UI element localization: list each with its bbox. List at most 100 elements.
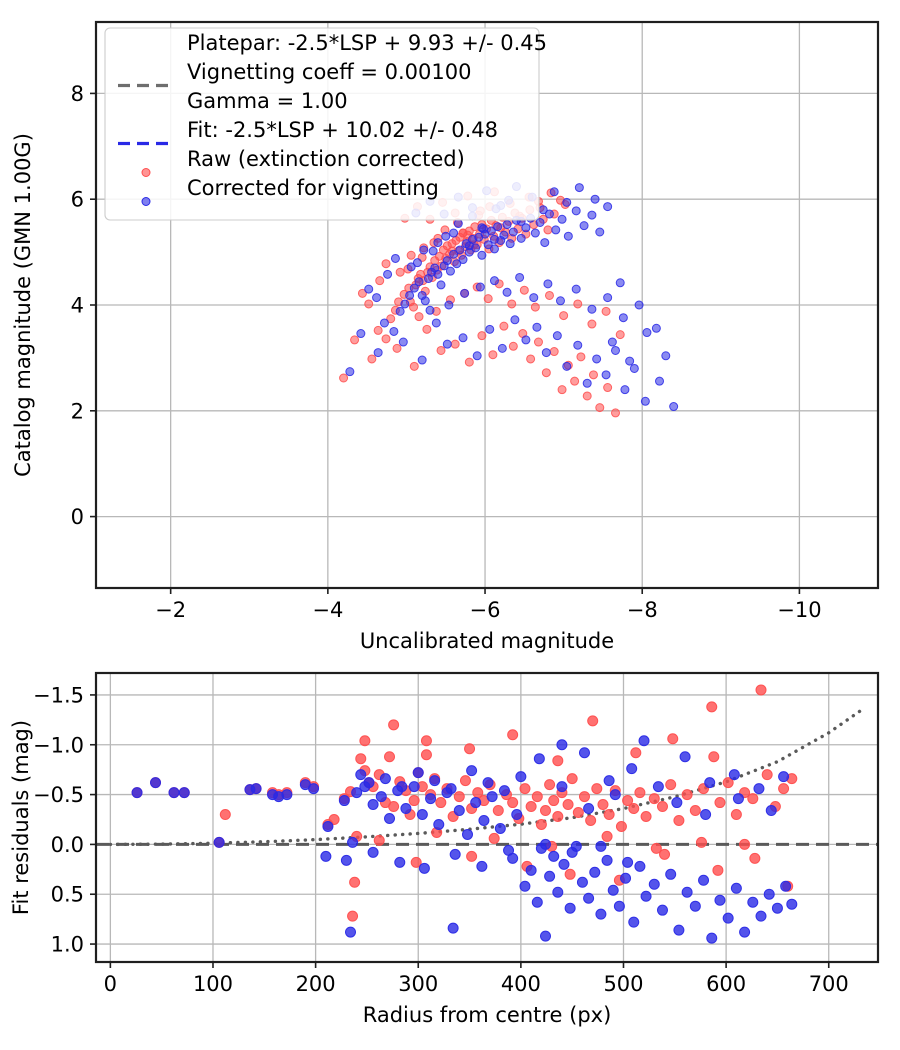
legend-entry-label: Corrected for vignetting <box>187 176 439 200</box>
data-point <box>507 729 519 741</box>
ytick-label: 1.0 <box>51 933 84 957</box>
data-point <box>381 334 391 344</box>
data-point <box>489 276 499 286</box>
data-point <box>706 932 718 944</box>
data-point <box>601 370 611 380</box>
data-point <box>458 333 468 343</box>
legend-entry-label: Platepar: -2.5*LSP + 9.93 +/- 0.45 <box>187 31 547 55</box>
data-point <box>695 836 707 848</box>
data-point <box>444 300 454 310</box>
axes-fit-residuals: 0 100 200 300 400 500 600 700 −1.5 −1.0 −0.5 0.0 0.5… <box>9 671 880 1027</box>
data-point <box>601 854 613 866</box>
data-point <box>576 352 586 362</box>
data-point <box>178 787 190 799</box>
data-point <box>541 368 551 378</box>
data-point <box>499 321 509 331</box>
data-point <box>765 805 777 817</box>
xtick-label: −4 <box>312 598 343 622</box>
data-point <box>669 402 679 412</box>
data-point <box>739 926 751 938</box>
data-point <box>529 293 539 303</box>
data-point <box>730 882 742 894</box>
data-point <box>494 822 506 834</box>
data-point <box>482 777 494 789</box>
legend-entry-label: Vignetting coeff = 0.00100 <box>187 60 471 84</box>
data-point <box>609 789 621 801</box>
data-point <box>661 351 671 361</box>
data-point <box>502 220 512 230</box>
data-point <box>355 769 367 781</box>
data-point <box>531 791 543 803</box>
data-point <box>590 194 600 204</box>
data-point <box>544 209 554 219</box>
data-point <box>628 803 640 815</box>
ticks-photometry-fit: −2 −4 −6 −8 −10 0 2 4 6 8 <box>71 82 822 622</box>
data-point <box>373 834 385 846</box>
data-point <box>763 888 775 900</box>
data-point <box>564 902 576 914</box>
data-point <box>477 250 487 260</box>
data-point <box>551 225 561 235</box>
data-point <box>436 345 446 355</box>
data-point <box>656 904 668 916</box>
data-point <box>640 811 652 822</box>
data-point <box>384 813 396 824</box>
data-point <box>408 795 420 807</box>
data-point <box>379 773 391 785</box>
data-point <box>563 231 573 241</box>
data-point <box>607 884 619 896</box>
data-point <box>489 244 499 254</box>
axes-photometry-fit: −2 −4 −6 −8 −10 0 2 4 6 8 Uncalibrated magnitude Ca… <box>11 20 880 653</box>
data-point <box>464 743 476 755</box>
data-point <box>681 886 693 898</box>
data-point <box>591 783 603 795</box>
data-point <box>420 296 430 306</box>
data-point <box>510 315 520 325</box>
data-point <box>515 771 527 783</box>
data-point <box>464 357 474 367</box>
data-point <box>562 197 572 207</box>
data-point <box>638 735 650 747</box>
data-point <box>462 828 473 840</box>
data-point <box>630 747 642 759</box>
data-point <box>475 282 485 292</box>
series-raw-fit-residuals <box>131 684 798 922</box>
data-point <box>615 278 625 288</box>
ytick-label: 6 <box>71 188 84 212</box>
data-point <box>492 805 504 817</box>
data-point <box>558 858 570 870</box>
data-point <box>525 864 537 876</box>
plot-area-photometry-fit <box>339 182 679 418</box>
data-point <box>433 818 445 830</box>
data-point <box>656 801 668 813</box>
data-point <box>488 832 500 844</box>
data-point <box>483 240 493 250</box>
data-point <box>689 805 701 817</box>
data-point <box>384 751 396 763</box>
data-point <box>485 324 495 334</box>
data-point <box>771 902 783 914</box>
yaxis-label: Fit residuals (mag) <box>9 720 33 915</box>
data-point <box>414 277 424 287</box>
data-point <box>505 239 515 249</box>
data-point <box>673 814 685 826</box>
data-point <box>603 809 615 821</box>
data-point <box>453 805 465 817</box>
data-point <box>453 219 463 229</box>
data-point <box>592 354 602 364</box>
data-point <box>507 299 517 309</box>
data-point <box>433 238 443 248</box>
data-point <box>525 801 537 813</box>
ytick-label: 0 <box>71 505 84 529</box>
data-point <box>587 319 597 329</box>
data-point <box>634 787 646 799</box>
data-point <box>749 852 761 864</box>
data-point <box>588 370 598 380</box>
data-point <box>308 783 320 795</box>
data-point <box>429 775 441 787</box>
xtick-label: 300 <box>398 972 438 996</box>
data-point <box>722 912 734 924</box>
data-point <box>470 797 482 809</box>
legend-entry-label: Fit: -2.5*LSP + 10.02 +/- 0.48 <box>187 118 498 142</box>
